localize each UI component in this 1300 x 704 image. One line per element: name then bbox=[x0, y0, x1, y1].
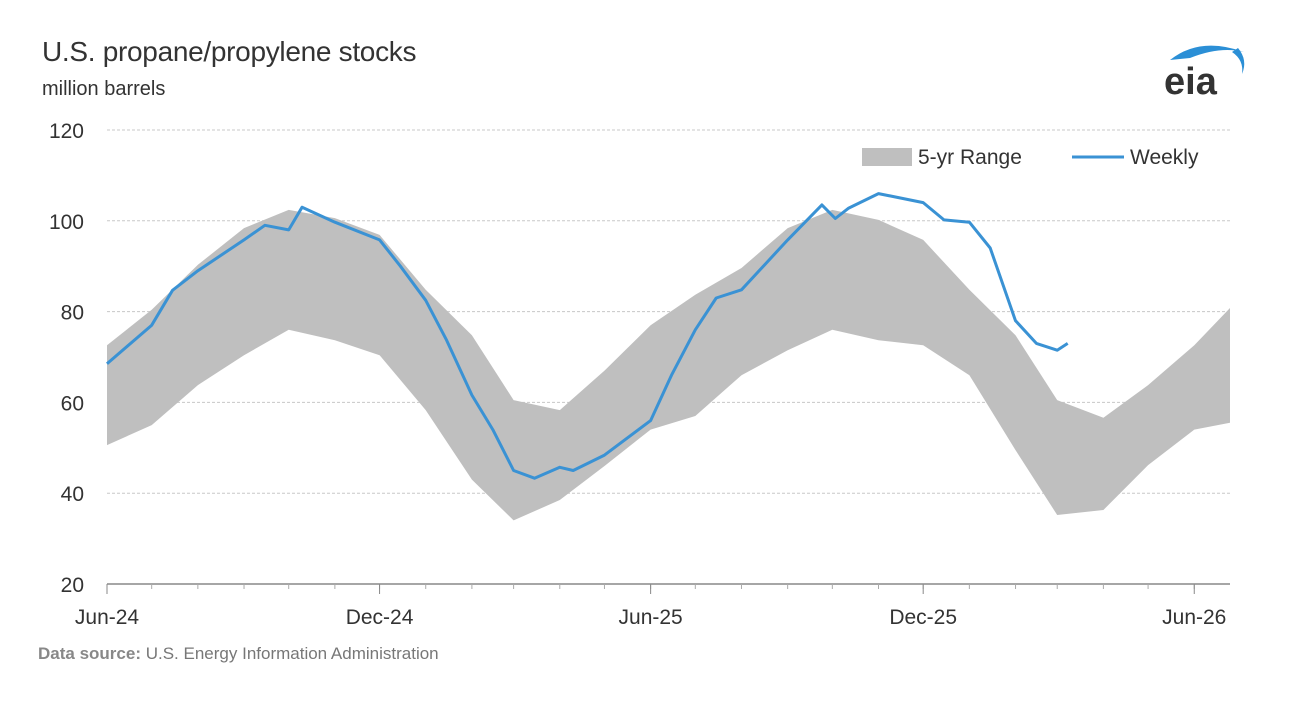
legend: 5-yr Range Weekly bbox=[862, 146, 1199, 169]
five-year-range-area bbox=[107, 209, 1230, 521]
eia-logo: eia bbox=[1164, 45, 1245, 100]
svg-text:eia: eia bbox=[1164, 61, 1218, 100]
y-tick-label: 80 bbox=[61, 302, 84, 325]
x-tick-label: Jun-26 bbox=[1162, 606, 1226, 629]
chart-title: U.S. propane/propylene stocks bbox=[42, 36, 417, 67]
legend-weekly-label: Weekly bbox=[1130, 146, 1199, 169]
y-tick-label: 40 bbox=[61, 483, 84, 506]
y-tick-label: 20 bbox=[61, 574, 84, 597]
data-source: Data source: U.S. Energy Information Adm… bbox=[38, 644, 439, 664]
y-tick-label: 100 bbox=[49, 211, 84, 234]
y-tick-label: 120 bbox=[49, 120, 84, 143]
x-tick-label: Dec-24 bbox=[346, 606, 414, 629]
data-source-label: Data source: bbox=[38, 644, 141, 663]
axes: 20 40 60 80 100 120 Jun-24 Dec-24 Jun-25 Dec-25 Ju… bbox=[49, 120, 1230, 629]
x-tick-label: Dec-25 bbox=[889, 606, 957, 629]
x-tick-label: Jun-24 bbox=[75, 606, 140, 629]
weekly-line bbox=[106, 192, 1069, 480]
chart-subtitle: million barrels bbox=[42, 78, 166, 100]
legend-range-label: 5-yr Range bbox=[918, 146, 1022, 169]
y-tick-label: 60 bbox=[61, 392, 84, 415]
data-source-text: U.S. Energy Information Administration bbox=[145, 644, 439, 663]
x-tick-label: Jun-25 bbox=[619, 606, 683, 629]
legend-range-swatch bbox=[862, 148, 912, 166]
